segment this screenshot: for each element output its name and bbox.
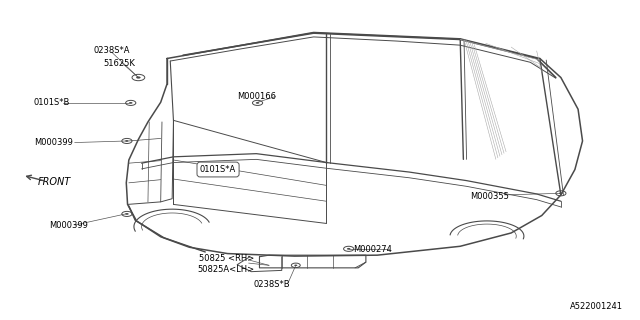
- Circle shape: [125, 213, 129, 215]
- Text: 0101S*B: 0101S*B: [33, 99, 70, 108]
- Text: M000166: M000166: [237, 92, 276, 101]
- Text: M000399: M000399: [49, 220, 88, 229]
- Circle shape: [136, 76, 141, 79]
- Text: 0101S*A: 0101S*A: [200, 165, 236, 174]
- Circle shape: [294, 265, 298, 266]
- Circle shape: [256, 102, 259, 104]
- Circle shape: [129, 102, 132, 104]
- Text: 50825 <RH>: 50825 <RH>: [199, 254, 254, 263]
- Text: 51625K: 51625K: [103, 59, 135, 68]
- Circle shape: [125, 140, 129, 142]
- Text: 0238S*A: 0238S*A: [94, 46, 131, 55]
- Text: 50825A<LH>: 50825A<LH>: [197, 265, 254, 274]
- Text: M000274: M000274: [353, 245, 392, 254]
- Circle shape: [347, 248, 351, 250]
- Text: M000355: M000355: [470, 192, 509, 201]
- Text: 0238S*B: 0238S*B: [253, 280, 291, 289]
- Text: A522001241: A522001241: [570, 302, 623, 311]
- Text: FRONT: FRONT: [38, 177, 71, 187]
- Text: M000399: M000399: [35, 138, 74, 147]
- Circle shape: [559, 192, 563, 194]
